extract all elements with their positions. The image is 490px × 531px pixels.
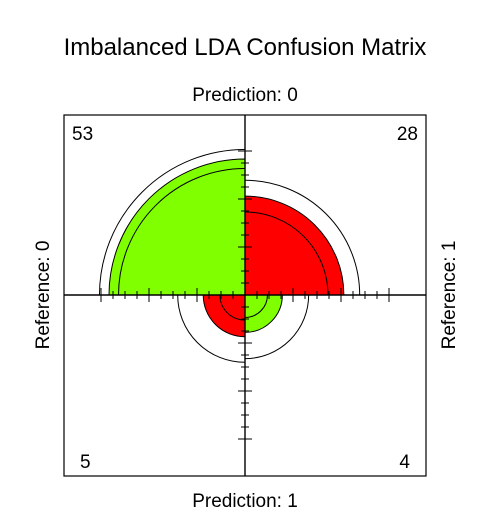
quadrant-layer — [108, 158, 345, 338]
axis-ticks — [100, 150, 390, 440]
top-axis-label: Prediction: 0 — [192, 85, 298, 106]
confidence-ring-inner-top-left — [118, 168, 246, 296]
confidence-ring-outer-bottom-left — [177, 294, 246, 363]
count-label-top-left: 53 — [72, 124, 93, 145]
confidence-ring-outer-top-right — [244, 179, 361, 296]
count-label-bottom-left: 5 — [80, 452, 91, 473]
confidence-ring-inner-top-right — [244, 211, 329, 296]
confidence-ring-layer — [98, 148, 361, 363]
left-axis-label: Reference: 0 — [33, 241, 54, 350]
bottom-axis-label: Prediction: 1 — [192, 491, 298, 512]
confidence-ring-outer-top-left — [98, 148, 246, 296]
confidence-ring-outer-bottom-right — [244, 294, 310, 360]
quadrant-bottom-right — [244, 294, 283, 333]
right-axis-label: Reference: 1 — [439, 241, 460, 350]
confidence-ring-inner-bottom-left — [219, 294, 246, 321]
count-label-top-right: 28 — [397, 124, 418, 145]
quadrant-top-right — [244, 195, 345, 296]
count-label-bottom-right: 4 — [399, 452, 410, 473]
quadrant-top-left — [108, 158, 246, 296]
confidence-ring-inner-bottom-right — [244, 294, 268, 318]
chart-title: Imbalanced LDA Confusion Matrix — [64, 34, 427, 61]
quadrant-bottom-left — [202, 294, 246, 338]
